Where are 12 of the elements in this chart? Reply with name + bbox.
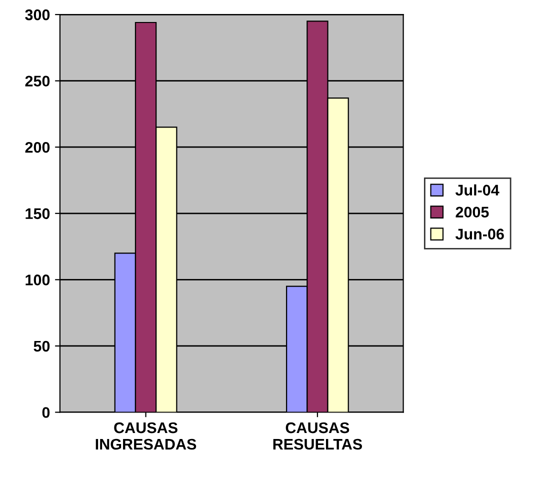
x-tick-label: CAUSAS RESUELTAS <box>273 422 362 450</box>
legend-label: Jul-04 <box>455 184 500 196</box>
y-tick-label: 300 <box>25 9 50 20</box>
y-tick-label: 200 <box>25 142 50 153</box>
legend-label: Jun-06 <box>455 228 504 240</box>
x-tick-label: CAUSAS INGRESADAS <box>96 422 196 450</box>
y-tick-label: 150 <box>26 208 50 220</box>
y-tick-label: 0 <box>42 407 50 418</box>
y-tick-label: 250 <box>25 76 50 87</box>
y-tick-label: 50 <box>34 340 50 352</box>
y-tick-label: 100 <box>26 274 50 286</box>
legend-label: 2005 <box>456 206 489 218</box>
